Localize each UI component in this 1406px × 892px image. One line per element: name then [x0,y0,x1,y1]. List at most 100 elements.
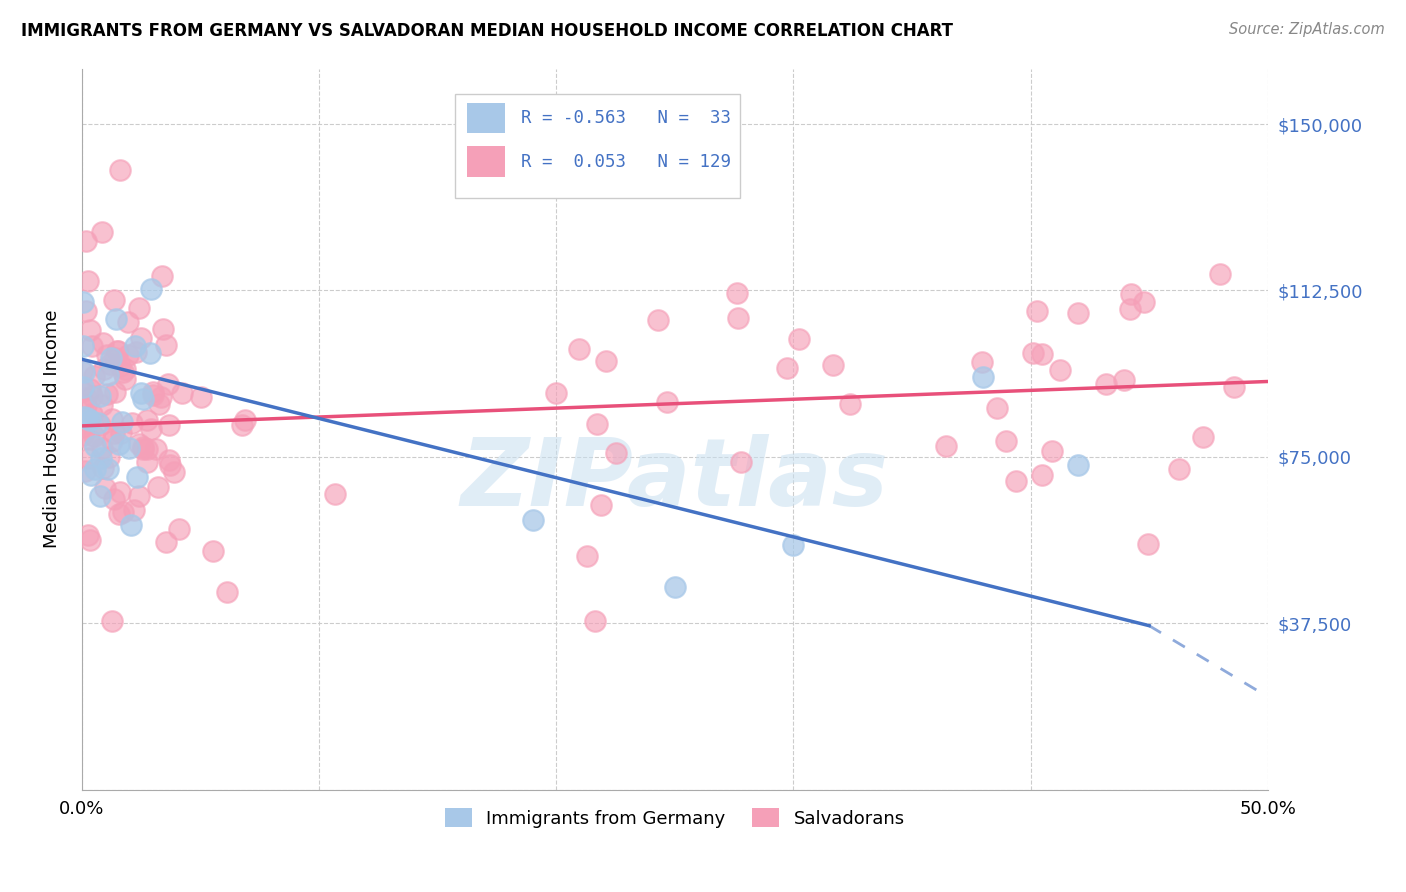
Point [1067,458,1090,472]
Point [103,491,125,506]
Point [163,465,186,479]
Point [73,365,96,379]
Point [107,437,129,451]
Point [217,585,239,599]
Point [97,450,120,464]
Point [110,415,132,429]
Point [132,392,155,406]
FancyBboxPatch shape [467,146,505,177]
Point [150,268,173,283]
Point [104,351,127,366]
Point [128,489,150,503]
Point [167,522,190,536]
Point [575,549,598,564]
Point [125,345,148,359]
Point [72,364,94,378]
Point [101,614,124,628]
Point [605,445,627,459]
Point [87,416,110,430]
Point [107,343,129,358]
Point [1022,346,1045,360]
Point [136,442,159,456]
Point [142,384,165,399]
Point [823,358,845,372]
Point [131,331,153,345]
Point [96,348,118,362]
Point [75,391,97,405]
Point [190,390,212,404]
Point [1031,347,1053,361]
Point [79,413,101,427]
Point [655,395,678,409]
Point [72,419,94,434]
Point [1208,267,1230,281]
Point [114,361,136,376]
Point [125,470,148,484]
Point [100,351,122,365]
Point [104,384,127,399]
Point [84,461,107,475]
Point [80,467,103,482]
Point [152,322,174,336]
Point [135,455,157,469]
Point [101,412,124,426]
Point [142,387,165,401]
Point [1112,373,1135,387]
Point [231,418,253,433]
Point [157,453,180,467]
Legend: Immigrants from Germany, Salvadorans: Immigrants from Germany, Salvadorans [437,801,912,835]
Point [139,422,162,436]
Point [117,348,139,362]
Point [647,312,669,326]
Point [776,361,799,376]
Point [112,365,135,379]
Point [73,464,96,478]
Point [589,499,612,513]
Point [1026,303,1049,318]
Point [1049,363,1071,377]
Point [789,332,811,346]
Point [77,274,100,288]
Point [72,295,94,310]
Point [986,401,1008,415]
Point [117,315,139,329]
Point [75,304,97,318]
Text: ZIPatlas: ZIPatlas [461,434,889,525]
Point [323,487,346,501]
Point [76,528,98,542]
Point [91,461,114,475]
Point [75,234,97,248]
Point [1119,286,1142,301]
Point [89,417,111,432]
Point [128,437,150,451]
Point [595,353,617,368]
Point [72,428,94,442]
Point [155,338,177,352]
Point [79,323,101,337]
Y-axis label: Median Household Income: Median Household Income [44,310,60,549]
Text: Source: ZipAtlas.com: Source: ZipAtlas.com [1229,22,1385,37]
Point [201,544,224,558]
Point [114,372,136,386]
Point [80,407,103,421]
Point [1222,379,1244,393]
Point [155,534,177,549]
Point [122,502,145,516]
Point [103,293,125,308]
Point [82,388,104,402]
Point [132,440,155,454]
Point [664,580,686,594]
Point [1133,295,1156,310]
Point [82,338,104,352]
Point [1005,474,1028,488]
Point [129,386,152,401]
Point [96,368,118,383]
Point [935,439,957,453]
Point [994,434,1017,449]
Point [121,416,143,430]
Point [73,409,96,424]
Point [75,398,97,412]
Point [90,450,112,465]
Point [89,489,111,503]
Point [84,439,107,453]
